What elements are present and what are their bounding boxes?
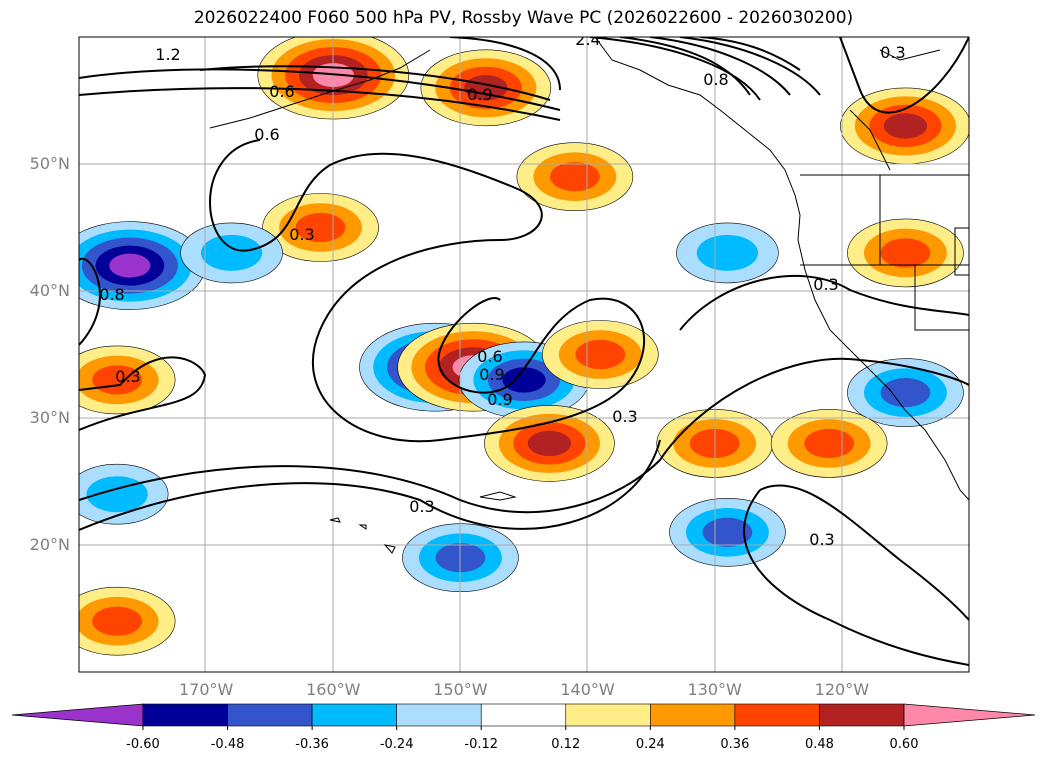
colorbar-segment	[142, 703, 228, 727]
contour-label: 1.2	[155, 45, 180, 64]
contour-label: 0.3	[115, 367, 140, 386]
positive-anomaly	[484, 405, 615, 482]
longitude-label: 120°W	[814, 680, 870, 699]
colorbar-segment	[650, 703, 736, 727]
longitude-label: 170°W	[178, 680, 234, 699]
colorbar-tick-label: 0.12	[551, 737, 581, 752]
colorbar-extend-max	[903, 703, 1036, 727]
positive-anomaly	[262, 193, 379, 262]
map-frame	[78, 36, 970, 673]
coastlines	[209, 37, 969, 554]
contour-label: 0.3	[809, 530, 834, 549]
contour-labels: 1.22.40.30.6 0.90.60.30.30.60.90.90.30.30…	[99, 30, 905, 549]
positive-anomaly	[847, 218, 964, 288]
colorbar-segment	[819, 703, 905, 727]
negative-anomaly	[669, 497, 786, 567]
anomaly-band	[200, 234, 263, 271]
colorbar-extend-min	[11, 703, 144, 727]
colorbar-tick-label: 0.24	[635, 737, 665, 752]
anomaly-band	[880, 238, 931, 268]
contour-label: 2.4	[575, 30, 600, 49]
contour-label: 0.3	[289, 225, 314, 244]
contour-label: 0.6	[477, 347, 502, 366]
longitude-label: 130°W	[687, 680, 742, 699]
negative-anomaly	[79, 463, 169, 525]
colorbar-segment	[734, 703, 820, 727]
negative-anomaly	[180, 222, 283, 284]
positive-anomaly	[770, 409, 888, 478]
longitude-label: 150°W	[433, 680, 488, 699]
colorbar-tick-label: -0.60	[126, 737, 160, 752]
colorbar-tick-label: -0.12	[464, 737, 499, 752]
colorbar-segment	[565, 703, 651, 727]
colorbar-tick-label: 0.48	[804, 737, 834, 752]
negative-anomaly	[79, 221, 206, 310]
colorbar-tick-label: -0.24	[379, 737, 414, 752]
contour-label: 0.3	[880, 43, 905, 62]
contour-label: 0.9	[467, 85, 492, 104]
anomaly-band	[575, 339, 626, 370]
positive-anomaly	[840, 87, 969, 165]
anomaly-band	[550, 162, 600, 192]
contour-label: 0.3	[612, 407, 637, 426]
colorbar-segment	[311, 703, 397, 727]
colorbar-tick-label: 0.36	[720, 737, 750, 752]
anomaly-band	[696, 234, 759, 271]
colorbar-segment	[480, 703, 567, 727]
contour-label: 0.3	[813, 275, 838, 294]
contour-label: 0.6	[269, 82, 294, 101]
contour-label: 0.3	[409, 497, 434, 516]
colorbar-tick-label: 0.60	[889, 737, 919, 752]
anomaly-band	[804, 428, 855, 458]
pv-contours	[79, 37, 969, 666]
colorbar-segment	[227, 703, 313, 727]
colorbar-tick-label: -0.36	[295, 737, 329, 752]
longitude-label: 160°W	[306, 680, 361, 699]
positive-anomaly	[420, 49, 552, 127]
contour-label: 0.8	[703, 70, 728, 89]
anomaly-band	[880, 378, 931, 408]
contour-label: 0.6	[254, 125, 279, 144]
figure-title: 2026022400 F060 500 hPa PV, Rossby Wave …	[193, 8, 854, 28]
anomaly-band	[502, 367, 546, 393]
negative-anomaly	[847, 358, 964, 427]
negative-anomaly	[676, 222, 779, 284]
contour-label: 0.8	[99, 285, 124, 304]
latitude-label: 30°N	[29, 408, 70, 427]
colorbar-tick-label: -0.48	[210, 737, 245, 752]
latitude-label: 20°N	[29, 535, 70, 554]
colorbar	[11, 703, 1036, 730]
colorbar-segment	[396, 703, 482, 727]
latitude-label: 50°N	[29, 154, 70, 173]
anomaly-shading	[79, 37, 969, 656]
anomaly-band	[527, 430, 572, 457]
longitude-label: 140°W	[560, 680, 615, 699]
anomaly-band	[109, 253, 151, 278]
positive-anomaly	[541, 320, 659, 389]
positive-anomaly	[79, 586, 176, 656]
contour-label: 0.9	[487, 390, 512, 409]
gridlines	[79, 37, 969, 672]
contour-label: 0.9	[479, 365, 504, 384]
latitude-label: 40°N	[29, 281, 70, 300]
anomaly-band	[883, 113, 928, 139]
anomaly-band	[92, 606, 142, 636]
anomaly-band	[464, 75, 508, 101]
